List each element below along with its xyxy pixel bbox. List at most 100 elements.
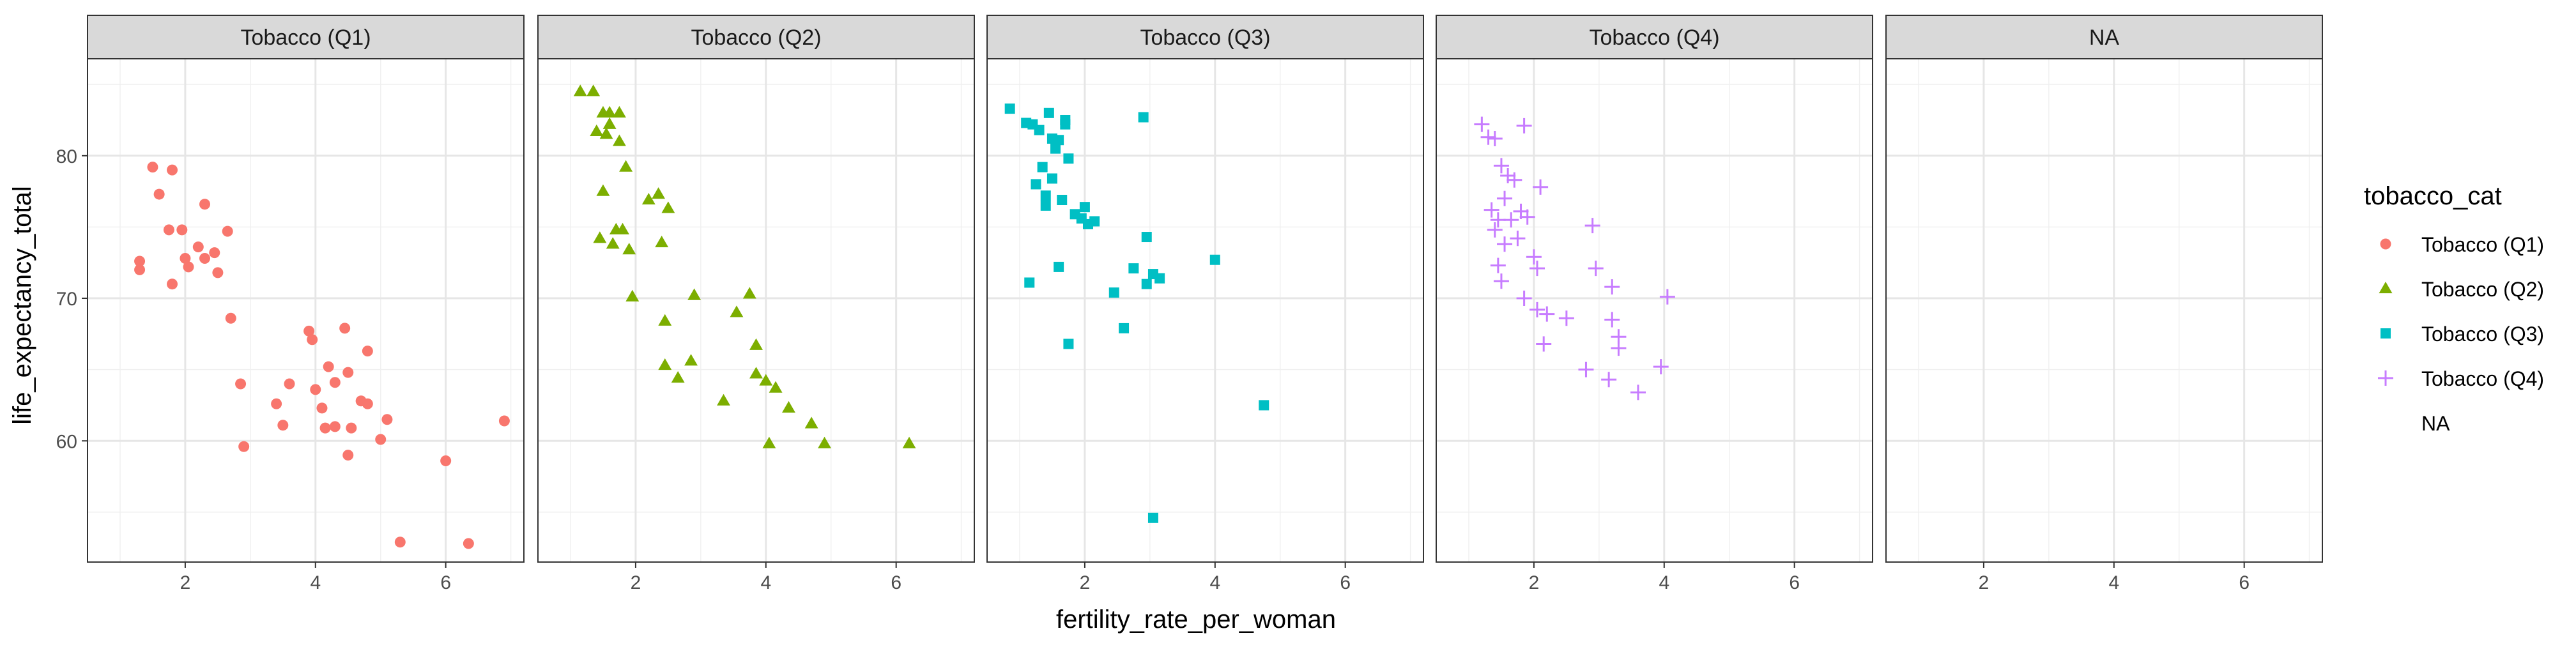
x-tick-label: 2: [631, 572, 641, 593]
data-point: [1046, 173, 1057, 184]
data-point: [1141, 232, 1152, 243]
data-point: [641, 192, 656, 205]
facet-panel: NA 2 4 6: [1885, 15, 2323, 593]
data-point: [1050, 143, 1061, 154]
data-point: [1259, 400, 1269, 411]
data-point: [1503, 212, 1519, 228]
data-point: [1138, 112, 1149, 123]
data-point: [1034, 125, 1045, 135]
data-point: [586, 84, 601, 96]
data-point: [323, 361, 334, 372]
data-point: [1539, 306, 1555, 322]
data-point: [192, 241, 204, 253]
data-point: [1004, 103, 1015, 114]
data-point: [153, 188, 165, 200]
data-point: [1490, 257, 1506, 273]
data-point: [329, 421, 341, 432]
data-point: [1516, 118, 1532, 133]
data-point: [342, 450, 354, 461]
facet-strip-label: Tobacco (Q4): [1589, 26, 1719, 50]
legend-item: Tobacco (Q3): [2380, 323, 2544, 346]
panel-border: [537, 58, 975, 563]
data-point: [602, 105, 617, 118]
data-point: [199, 253, 210, 264]
legend-key: [2380, 328, 2391, 339]
data-point: [1601, 372, 1617, 388]
data-point: [687, 288, 702, 300]
legend-item: Tobacco (Q1): [2380, 233, 2544, 256]
data-point: [1578, 362, 1594, 377]
data-point: [277, 420, 289, 431]
data-point: [339, 323, 351, 334]
data-point: [1474, 116, 1490, 132]
data-point: [655, 235, 669, 248]
data-point: [329, 377, 341, 388]
data-point: [463, 538, 474, 549]
data-point: [1487, 222, 1503, 238]
legend-label: Tobacco (Q2): [2421, 278, 2544, 301]
data-point: [1119, 323, 1130, 333]
data-point: [1516, 291, 1532, 307]
panel-background: [1886, 59, 2322, 562]
x-tick-label: 6: [2239, 572, 2250, 593]
legend-key: [2379, 282, 2393, 294]
x-tick-label: 2: [1979, 572, 1989, 593]
facet-strip: [1436, 15, 1873, 59]
panel-border: [1885, 58, 2323, 563]
y-axis-title: life_expectancy_total: [8, 186, 36, 425]
data-point: [375, 434, 387, 445]
data-point: [1209, 254, 1220, 265]
data-point: [1497, 190, 1513, 206]
data-point: [602, 117, 617, 129]
data-point: [222, 225, 233, 237]
data-point: [342, 367, 354, 378]
data-point: [1529, 261, 1545, 277]
y-tick-label: 70: [56, 289, 77, 310]
x-tick-label: 6: [440, 572, 451, 593]
facet-panel: Tobacco (Q3) 2 4 6: [986, 15, 1424, 593]
data-point: [1497, 236, 1513, 252]
gridlines: [1886, 59, 2322, 562]
x-tick-label: 6: [1340, 572, 1351, 593]
data-point: [619, 160, 633, 172]
data-point: [1493, 273, 1509, 289]
data-point: [1063, 339, 1074, 349]
data-point: [1079, 202, 1090, 213]
data-point: [316, 402, 328, 414]
data-point: [1506, 172, 1522, 188]
x-tick-label: 4: [2108, 572, 2119, 593]
data-point: [1519, 209, 1535, 225]
legend-label: Tobacco (Q3): [2421, 323, 2544, 346]
data-point: [684, 354, 698, 366]
data-point: [1533, 179, 1549, 195]
data-point: [593, 231, 607, 243]
data-point: [1526, 249, 1542, 265]
data-point: [1057, 194, 1068, 205]
data-point: [749, 367, 763, 379]
data-point: [671, 371, 685, 383]
facet-strip-label: Tobacco (Q1): [240, 26, 371, 50]
data-point: [749, 338, 763, 350]
data-point: [362, 398, 373, 409]
data-point: [1487, 131, 1503, 147]
data-point: [209, 247, 220, 259]
data-point: [199, 199, 210, 210]
data-point: [163, 224, 174, 236]
data-points: [1474, 116, 1675, 400]
data-point: [134, 264, 146, 275]
data-point: [658, 314, 672, 326]
data-point: [1611, 329, 1627, 345]
data-point: [134, 255, 146, 267]
data-point: [238, 441, 250, 452]
data-point: [1060, 119, 1071, 130]
data-point: [652, 187, 666, 199]
data-point: [612, 105, 626, 118]
data-point: [1128, 263, 1139, 274]
data-point: [212, 267, 224, 278]
facet-strip: [1885, 15, 2323, 59]
data-point: [612, 134, 626, 146]
x-tick-label: 4: [1659, 572, 1669, 593]
data-point: [661, 201, 675, 213]
